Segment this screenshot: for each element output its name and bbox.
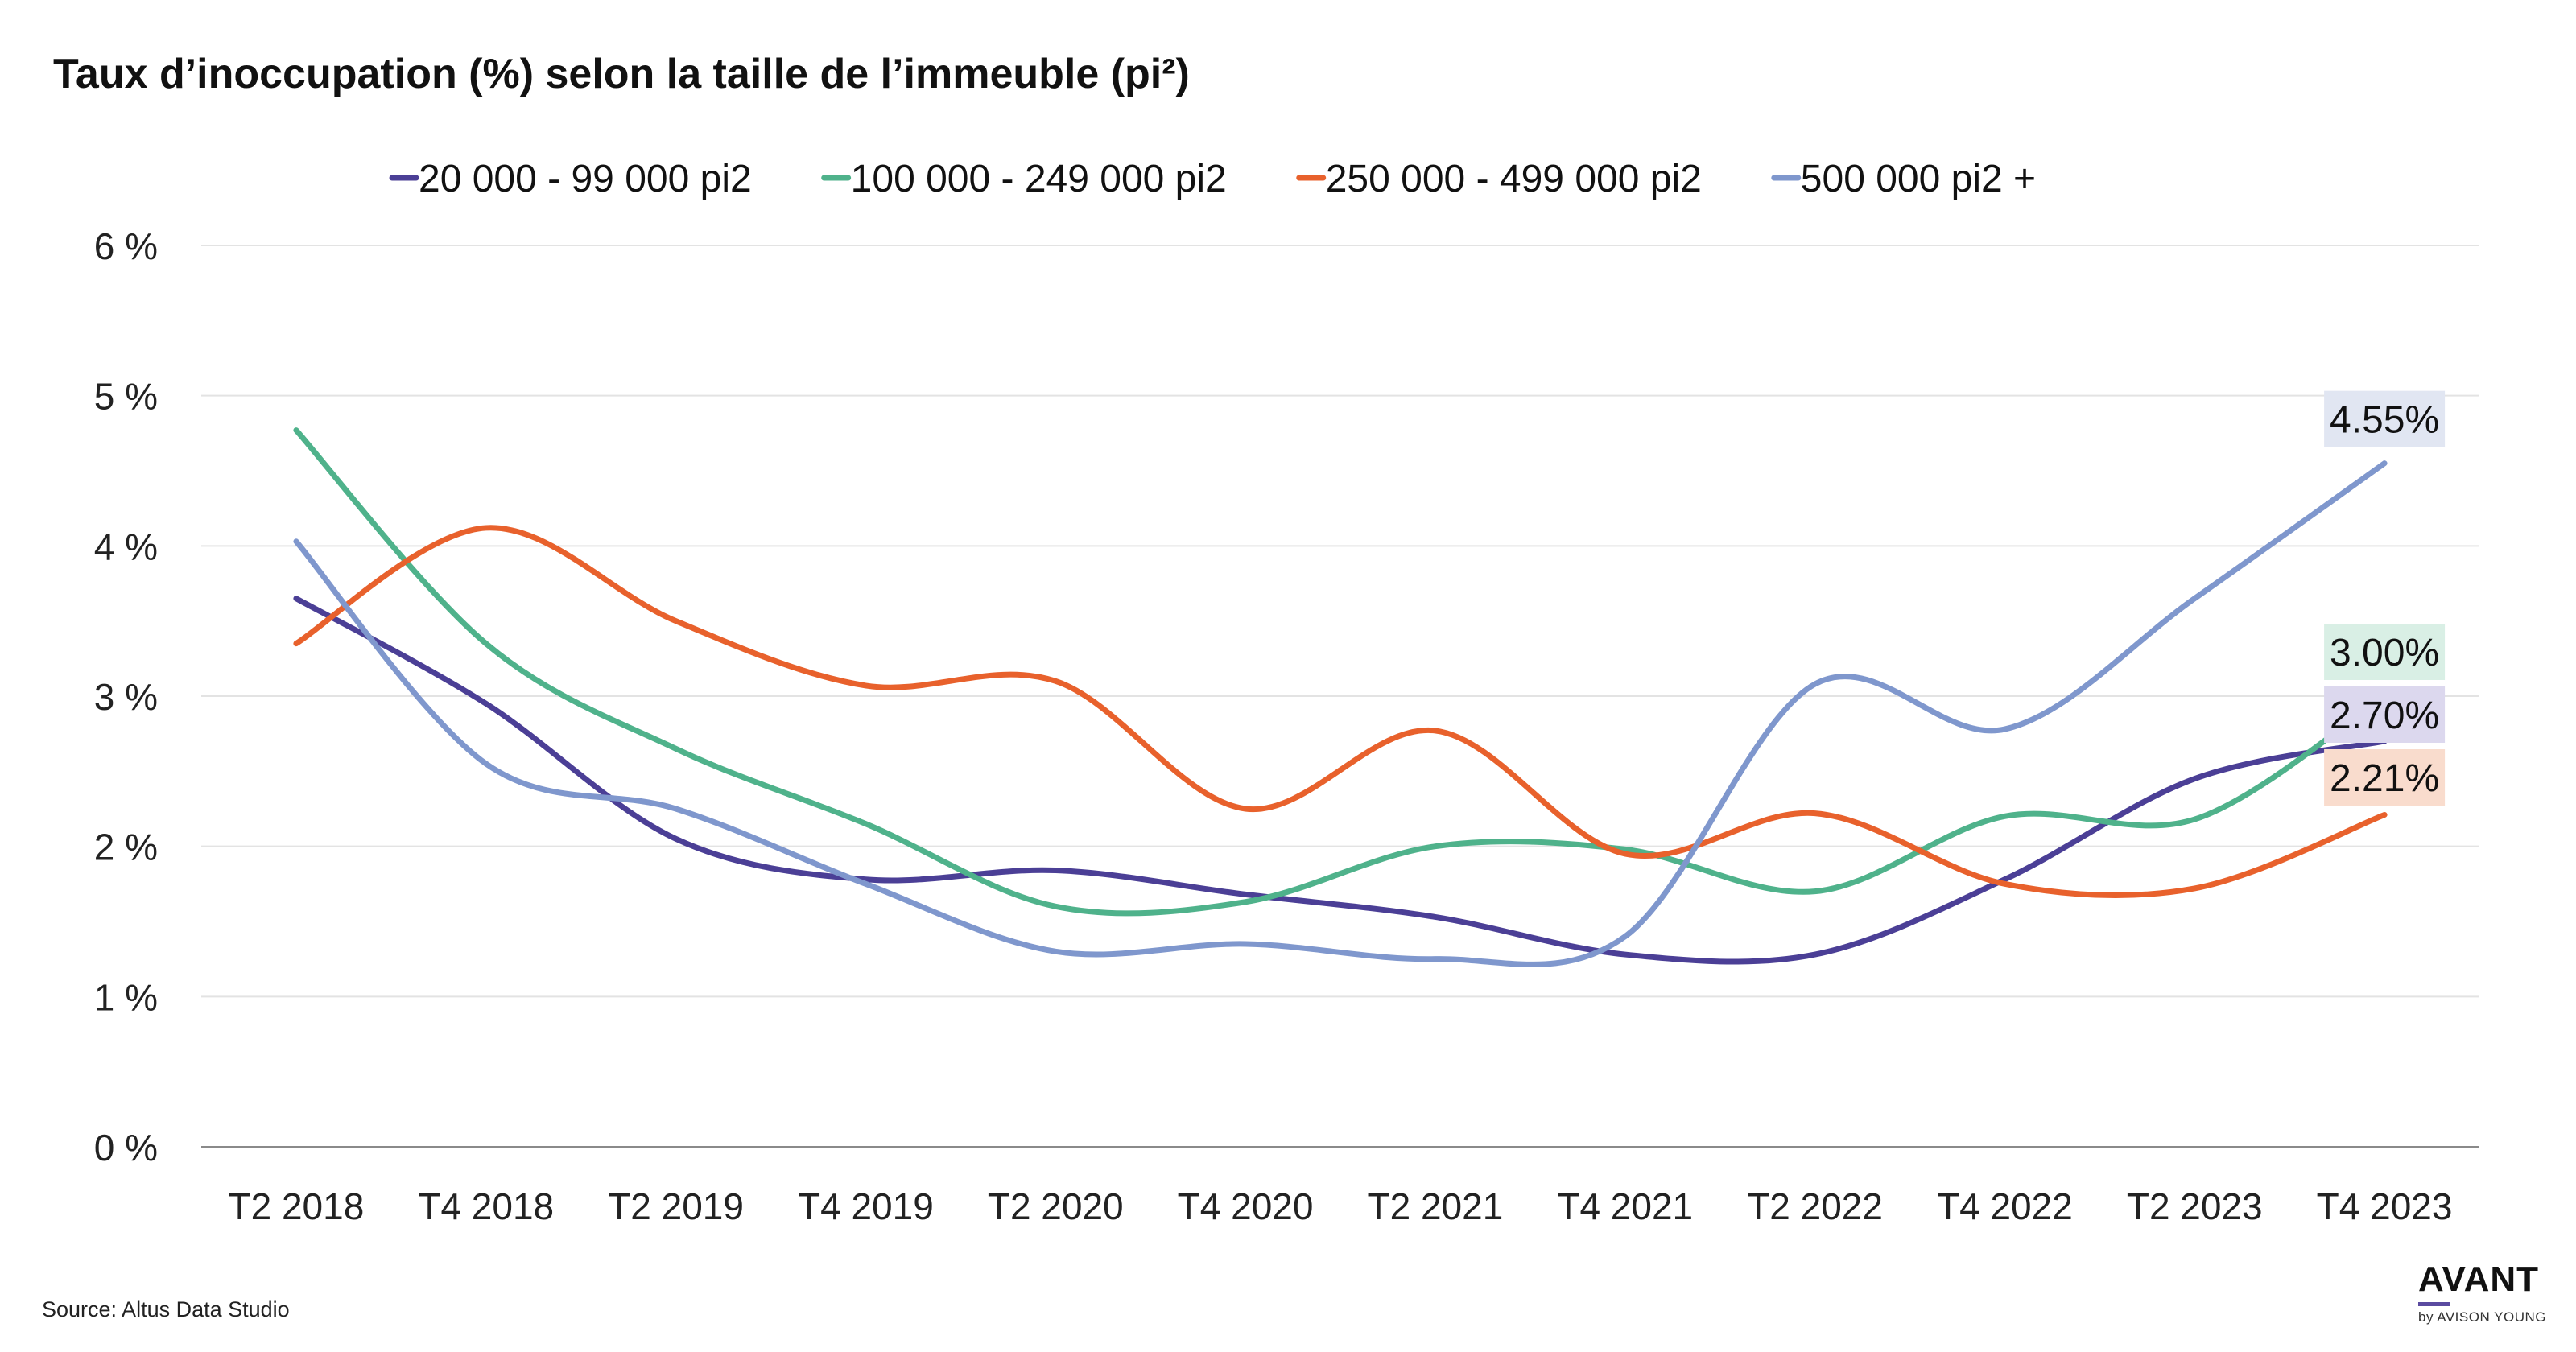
end-label-text: 2.21% xyxy=(2330,757,2439,800)
brand-name: AVANT xyxy=(2418,1259,2540,1299)
x-tick-label: T4 2020 xyxy=(1178,1185,1314,1227)
end-label-text: 4.55% xyxy=(2330,399,2439,442)
end-label-1: 2.70% xyxy=(2324,686,2446,743)
end-label-2: 3.00% xyxy=(2324,624,2446,680)
legend-item-3: 250 000 - 499 000 pi2 xyxy=(1296,158,1702,200)
legend-item-2: 100 000 - 249 000 pi2 xyxy=(821,158,1227,200)
x-tick-label: T2 2022 xyxy=(1747,1185,1883,1227)
brand-tagline: by AVISON YOUNG xyxy=(2418,1309,2546,1325)
end-label-3: 2.21% xyxy=(2324,749,2446,806)
series-line-3 xyxy=(293,525,2388,899)
brand-logo: AVANT by AVISON YOUNG xyxy=(2418,1262,2546,1325)
y-tick-label: 2 % xyxy=(94,826,158,868)
x-tick-label: T4 2018 xyxy=(418,1185,554,1227)
x-tick-label: T4 2021 xyxy=(1557,1185,1693,1227)
x-tick-label: T4 2022 xyxy=(1937,1185,2073,1227)
end-label-box xyxy=(2324,390,2446,447)
legend-label: 500 000 pi2 + xyxy=(1801,158,2036,200)
end-label-box xyxy=(2324,686,2446,743)
legend-label: 100 000 - 249 000 pi2 xyxy=(851,158,1227,200)
y-tick-label: 3 % xyxy=(94,676,158,718)
y-tick-label: 4 % xyxy=(94,526,158,567)
x-tick-label: T2 2020 xyxy=(988,1185,1124,1227)
series-line-2 xyxy=(293,427,2388,917)
x-tick-label: T2 2018 xyxy=(229,1185,365,1227)
series-line-1 xyxy=(293,596,2388,965)
x-tick-label: T4 2023 xyxy=(2317,1185,2453,1227)
x-tick-label: T2 2023 xyxy=(2127,1185,2263,1227)
end-label-4: 4.55% xyxy=(2324,390,2446,447)
series-line-4 xyxy=(293,460,2388,967)
end-label-text: 2.70% xyxy=(2330,695,2439,737)
x-tick-label: T4 2019 xyxy=(798,1185,934,1227)
legend: 20 000 - 99 000 pi2 100 000 - 249 000 pi2… xyxy=(389,158,2036,200)
end-label-text: 3.00% xyxy=(2330,632,2439,674)
legend-label: 20 000 - 99 000 pi2 xyxy=(419,158,752,200)
legend-item-1: 20 000 - 99 000 pi2 xyxy=(389,158,752,200)
brand-underline xyxy=(2418,1302,2450,1306)
y-tick-label: 1 % xyxy=(94,976,158,1018)
legend-item-4: 500 000 pi2 + xyxy=(1771,158,2036,200)
legend-label: 250 000 - 499 000 pi2 xyxy=(1326,158,1702,200)
axes: 0 % 1 % 2 % 3 % 4 % 5 % 6 % T2 2018 T4 2018 T2 20… xyxy=(94,225,2479,1227)
end-label-box xyxy=(2324,749,2446,806)
y-tick-label: 0 % xyxy=(94,1127,158,1169)
series-lines xyxy=(293,427,2388,967)
chart-title: Taux d’inoccupation (%) selon la taille … xyxy=(53,51,1190,97)
end-label-box xyxy=(2324,624,2446,680)
end-labels: 4.55% 3.00% 2.70% 2.21% xyxy=(2324,390,2446,806)
gridlines xyxy=(201,245,2479,998)
x-tick-label: T2 2021 xyxy=(1368,1185,1504,1227)
x-tick-label: T2 2019 xyxy=(608,1185,744,1227)
y-tick-label: 6 % xyxy=(94,225,158,267)
y-tick-label: 5 % xyxy=(94,376,158,418)
source-note: Source: Altus Data Studio xyxy=(42,1297,290,1321)
